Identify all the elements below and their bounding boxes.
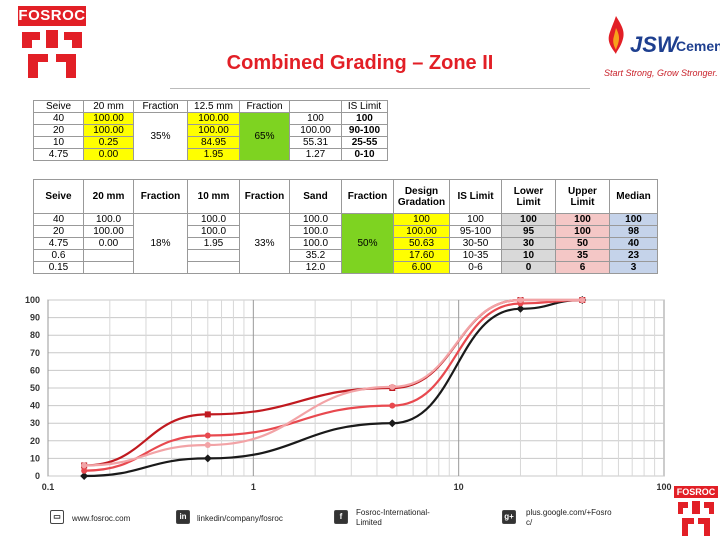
table-header: Lower Limit xyxy=(501,179,556,214)
table-header: IS Limit xyxy=(341,100,388,113)
y-tick-label: 10 xyxy=(30,453,40,463)
table-header: Fraction xyxy=(133,100,188,113)
table-header: Seive xyxy=(33,179,84,214)
fosroc-logo: FOSROC xyxy=(18,6,86,82)
fosroc-small-logo-text: FOSROC xyxy=(674,486,718,498)
table-header: 20 mm xyxy=(83,179,134,214)
title-divider xyxy=(170,88,590,89)
footer-facebook[interactable]: Fosroc-International- Limited xyxy=(356,508,430,528)
table-header: Fraction xyxy=(239,100,290,113)
y-tick-label: 50 xyxy=(30,383,40,393)
footer-gplus-line1: plus.google.com/+Fosro xyxy=(526,508,612,517)
y-tick-label: 80 xyxy=(30,330,40,340)
data-point xyxy=(81,462,88,469)
data-point xyxy=(203,454,212,463)
table-row: 4.75 0.00 1.95 1.27 0-10 xyxy=(33,148,678,161)
footer-facebook-line1: Fosroc-International- xyxy=(356,508,430,517)
linkedin-icon: in xyxy=(176,510,190,524)
y-tick-label: 70 xyxy=(30,348,40,358)
table-header: 10 mm xyxy=(187,179,240,214)
y-tick-label: 60 xyxy=(30,365,40,375)
jsw-cement-logo: JSW Cement Start Strong, Grow Stronger. xyxy=(600,12,720,82)
fraction-cell: 65% xyxy=(239,112,290,161)
table-row: 4.75 0.00 1.95 100.0 50.63 30-50 30 50 4… xyxy=(33,237,658,250)
fosroc-emblem-icon xyxy=(22,30,82,78)
fraction-cell: 35% xyxy=(133,112,188,161)
table-row: 20 100.00 100.00 100.00 90-100 xyxy=(33,124,678,137)
table-row: 10 0.25 84.95 55.31 25-55 xyxy=(33,136,678,149)
fraction-cell: 33% xyxy=(239,213,290,274)
data-point xyxy=(389,383,396,390)
jsw-flame-icon xyxy=(608,16,624,54)
data-point xyxy=(204,411,211,418)
google-plus-icon: g+ xyxy=(502,510,516,524)
table-header: Design Gradation xyxy=(393,179,450,214)
fosroc-small-logo: FOSROC xyxy=(674,486,718,540)
data-point xyxy=(204,442,211,449)
fraction-cell: 18% xyxy=(133,213,188,274)
table-header: Median xyxy=(609,179,658,214)
grading-table-coarse: Seive 20 mm Fraction 12.5 mm Fraction IS… xyxy=(33,100,678,161)
y-tick-label: 30 xyxy=(30,418,40,428)
footer-gplus-line2: c/ xyxy=(526,518,533,527)
jsw-logo-text: JSW xyxy=(630,32,678,57)
x-tick-label: 0.1 xyxy=(42,482,55,492)
x-tick-label: 100 xyxy=(656,482,671,492)
footer-linkedin[interactable]: linkedin/company/fosroc xyxy=(197,514,283,523)
x-tick-label: 1 xyxy=(251,482,256,492)
y-tick-label: 40 xyxy=(30,401,40,411)
data-point xyxy=(389,402,396,409)
footer-facebook-line2: Limited xyxy=(356,518,382,527)
grading-curve-chart: 0 10 20 30 40 50 60 70 80 90 100 0.1 1 10 100 xyxy=(25,295,672,492)
data-point xyxy=(388,419,397,428)
table-header: Sand xyxy=(289,179,342,214)
data-point xyxy=(516,304,525,313)
table-header: Upper Limit xyxy=(555,179,610,214)
y-tick-label: 100 xyxy=(25,295,40,305)
jsw-cement-text: Cement xyxy=(676,38,720,54)
monitor-icon: ▭ xyxy=(50,510,64,524)
table-header: Fraction xyxy=(341,179,394,214)
x-tick-label: 10 xyxy=(454,482,464,492)
data-point xyxy=(80,472,89,480)
table-header: 20 mm xyxy=(83,100,134,113)
footer: ▭ www.fosroc.com in linkedin/company/fos… xyxy=(0,500,720,540)
table-header-row: Seive 20 mm Fraction 10 mm Fraction Sand… xyxy=(33,179,658,214)
data-point xyxy=(517,297,524,303)
table-header: Fraction xyxy=(133,179,188,214)
data-point xyxy=(579,297,586,303)
data-point xyxy=(204,432,211,439)
table-header: IS Limit xyxy=(449,179,502,214)
grading-table-combined: Seive 20 mm Fraction 10 mm Fraction Sand… xyxy=(33,179,658,274)
footer-google-plus[interactable]: plus.google.com/+Fosro c/ xyxy=(526,508,612,528)
table-row: 0.6 35.2 17.60 10-35 10 35 23 xyxy=(33,249,658,262)
table-header: Seive xyxy=(33,100,84,113)
fraction-cell: 50% xyxy=(341,213,394,274)
table-header-row: Seive 20 mm Fraction 12.5 mm Fraction IS… xyxy=(33,100,678,113)
page-title: Combined Grading – Zone II xyxy=(226,52,494,74)
table-row: 40 100.0 18% 100.0 33% 100.0 50% 100 100… xyxy=(33,213,658,274)
y-tick-label: 0 xyxy=(35,471,40,481)
fosroc-small-emblem-icon xyxy=(678,501,714,536)
data-point xyxy=(81,467,88,474)
table-row: 0.15 12.0 6.00 0-6 0 6 3 xyxy=(33,261,658,274)
jsw-tagline: Start Strong, Grow Stronger. xyxy=(604,68,718,78)
table-header: 12.5 mm xyxy=(187,100,240,113)
table-row: 40 100.00 35% 100.00 65% 100 100 xyxy=(33,112,678,161)
table-header: Fraction xyxy=(239,179,290,214)
y-tick-label: 20 xyxy=(30,436,40,446)
y-tick-label: 90 xyxy=(30,313,40,323)
footer-website[interactable]: www.fosroc.com xyxy=(72,514,131,523)
fosroc-logo-text: FOSROC xyxy=(18,6,86,26)
table-header xyxy=(289,100,342,113)
facebook-icon: f xyxy=(334,510,348,524)
